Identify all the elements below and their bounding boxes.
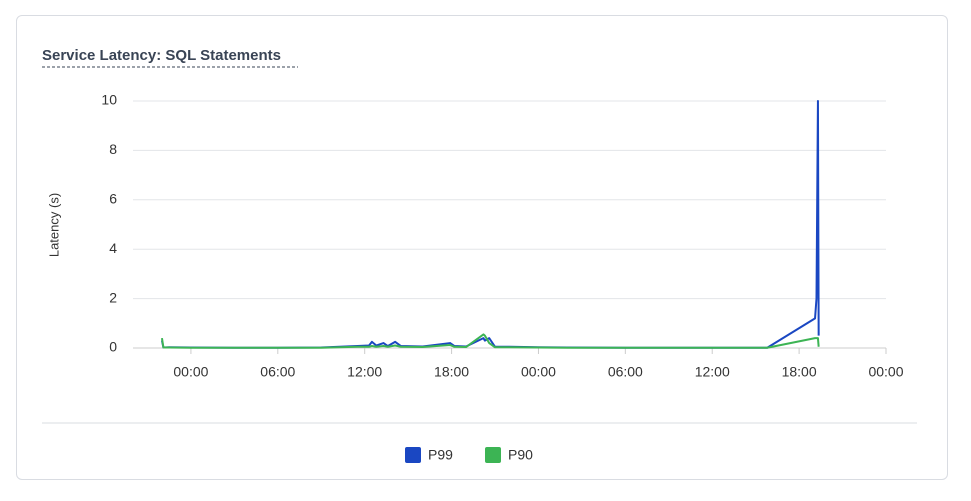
legend-swatch[interactable] xyxy=(405,447,421,463)
legend-label[interactable]: P90 xyxy=(508,447,533,463)
x-tick-label: 00:00 xyxy=(868,364,903,380)
legend-swatch[interactable] xyxy=(485,447,501,463)
y-axis-title: Latency (s) xyxy=(46,193,61,257)
x-tick-label: 18:00 xyxy=(434,364,469,380)
y-tick-label: 10 xyxy=(101,92,117,108)
x-tick-label: 00:00 xyxy=(521,364,556,380)
y-tick-label: 0 xyxy=(109,339,117,355)
chart-title[interactable]: Service Latency: SQL Statements xyxy=(42,47,281,64)
card xyxy=(16,15,948,480)
x-tick-label: 12:00 xyxy=(695,364,730,380)
y-tick-label: 6 xyxy=(109,191,117,207)
y-tick-label: 4 xyxy=(109,240,117,256)
x-tick-label: 12:00 xyxy=(347,364,382,380)
y-tick-label: 2 xyxy=(109,289,117,305)
x-tick-label: 18:00 xyxy=(782,364,817,380)
legend-label[interactable]: P99 xyxy=(428,447,453,463)
series-line xyxy=(160,100,820,349)
y-tick-label: 8 xyxy=(109,141,117,157)
x-tick-label: 00:00 xyxy=(173,364,208,380)
x-tick-label: 06:00 xyxy=(608,364,643,380)
x-tick-label: 06:00 xyxy=(260,364,295,380)
series-line xyxy=(160,333,820,349)
